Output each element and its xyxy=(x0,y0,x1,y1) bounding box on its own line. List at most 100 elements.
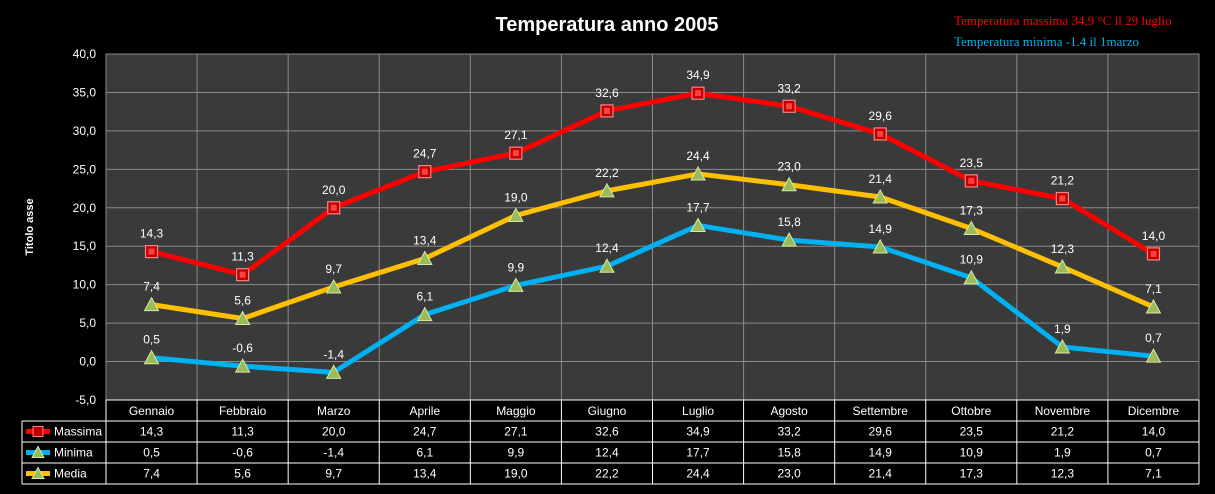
data-point-marker-highlight xyxy=(239,271,246,278)
data-point-marker xyxy=(143,349,160,365)
legend-marker-media xyxy=(31,466,45,479)
data-point-marker xyxy=(325,278,342,294)
data-label: 27,1 xyxy=(504,128,528,142)
table-cell: 0,7 xyxy=(1145,446,1162,460)
y-axis-title: Titolo asse xyxy=(24,198,36,255)
data-point-marker xyxy=(781,232,797,247)
data-label: 9,7 xyxy=(325,262,342,276)
data-point-marker xyxy=(1054,338,1071,354)
series-name-massima: Massima xyxy=(54,425,102,439)
data-label: 21,4 xyxy=(869,172,893,186)
data-point-marker xyxy=(599,182,615,198)
data-point-marker-highlight xyxy=(421,168,428,175)
data-point-marker xyxy=(781,176,797,192)
data-label: 14,0 xyxy=(1142,229,1166,243)
table-cell: 14,9 xyxy=(869,446,893,460)
data-label: 17,3 xyxy=(960,204,984,218)
data-point-marker-highlight xyxy=(877,130,884,137)
data-label: 14,9 xyxy=(869,222,893,236)
x-category-label: Marzo xyxy=(317,404,351,418)
table-cell: 9,7 xyxy=(325,467,342,481)
data-point-marker xyxy=(690,217,706,232)
data-label: 11,3 xyxy=(231,250,254,264)
data-label: 23,5 xyxy=(960,156,984,170)
x-category-label: Novembre xyxy=(1035,404,1091,418)
data-label: 22,2 xyxy=(595,166,619,180)
y-tick-label: 20,0 xyxy=(73,201,97,215)
table-cell: 24,7 xyxy=(413,425,437,439)
series-minima: 0,5 -0,6 -1,4 6,1 9,9 12,4 17,7 15,8 14,9 10,9 1,9… xyxy=(143,200,1162,379)
x-category-label: Luglio xyxy=(682,404,714,418)
table-cell: 33,2 xyxy=(777,425,801,439)
table-cell: 11,3 xyxy=(231,425,254,439)
table-cell: 9,9 xyxy=(508,446,525,460)
data-point-marker xyxy=(963,269,980,285)
table-cell: 20,0 xyxy=(322,425,346,439)
table-cell: 14,0 xyxy=(1142,425,1166,439)
data-label: 20,0 xyxy=(322,183,346,197)
table-cell: 23,5 xyxy=(960,425,984,439)
data-label: 6,1 xyxy=(416,290,433,304)
series-line-massima xyxy=(149,90,1156,278)
x-category-label: Febbraio xyxy=(219,404,267,418)
table-cell: -1,4 xyxy=(323,446,344,460)
table-cell: 12,3 xyxy=(1051,467,1075,481)
data-label: -0,6 xyxy=(232,341,253,355)
data-table: Gennaio Febbraio Marzo Aprile Maggio Giugno Lu… xyxy=(21,399,1200,485)
data-point-marker xyxy=(1145,298,1162,314)
x-category-label: Maggio xyxy=(496,404,536,418)
data-label: 23,0 xyxy=(777,160,801,174)
data-label: 21,2 xyxy=(1051,174,1075,188)
y-tick-label: 25,0 xyxy=(73,162,97,176)
data-label: -1,4 xyxy=(323,347,344,361)
table-cell: 7,1 xyxy=(1145,467,1162,481)
data-label: 24,7 xyxy=(413,147,437,161)
table-cell: 23,0 xyxy=(777,467,801,481)
y-tick-label: -5,0 xyxy=(75,393,96,407)
annotation-min-temperature: Temperatura minima -1.4 il 1marzo xyxy=(954,34,1139,49)
table-cell: 10,9 xyxy=(960,446,984,460)
table-cell: 19,0 xyxy=(504,467,528,481)
data-label: 5,6 xyxy=(234,293,251,307)
legend-marker-minima xyxy=(31,445,45,458)
table-cell: 32,6 xyxy=(595,425,619,439)
series-line-minima xyxy=(149,222,1156,375)
y-tick-label: 0,0 xyxy=(79,355,96,369)
x-category-label: Giugno xyxy=(588,404,627,418)
table-cell: 14,3 xyxy=(140,425,164,439)
data-point-marker-highlight xyxy=(786,103,793,110)
table-cell: 15,8 xyxy=(777,446,801,460)
data-point-marker xyxy=(325,364,342,379)
data-label: 9,9 xyxy=(508,260,525,274)
y-tick-label: 40,0 xyxy=(73,47,97,61)
table-cell: 21,4 xyxy=(869,467,893,481)
series-line-media xyxy=(149,171,1156,321)
data-point-marker-highlight xyxy=(968,177,975,184)
annotation-max-temperature: Temperatura massima 34,9 °C il 29 luglio xyxy=(954,13,1172,28)
data-label: 13,4 xyxy=(413,234,437,248)
data-point-marker xyxy=(690,165,706,181)
table-cell: 0,5 xyxy=(143,446,160,460)
table-cell: 24,4 xyxy=(686,467,710,481)
table-cell: 29,6 xyxy=(869,425,893,439)
legend-marker-massima xyxy=(32,426,44,437)
data-label: 0,7 xyxy=(1145,331,1162,345)
table-cell: 27,1 xyxy=(504,425,528,439)
data-point-marker xyxy=(508,207,524,222)
table-cell: -0,6 xyxy=(232,446,253,460)
data-point-marker xyxy=(234,358,251,373)
x-category-label: Agosto xyxy=(770,404,808,418)
data-point-marker-highlight xyxy=(148,248,155,255)
data-point-marker-highlight xyxy=(1150,250,1157,257)
data-label: 0,5 xyxy=(143,333,160,347)
x-category-label: Dicembre xyxy=(1128,404,1180,418)
data-point-marker-highlight xyxy=(1059,195,1066,202)
data-point-marker xyxy=(1054,258,1071,274)
table-row-media: Media 7,4 5,6 9,7 13,4 19,0 22,2 24,4 23,0 21,4 17… xyxy=(26,466,1162,481)
data-label: 17,7 xyxy=(686,200,710,214)
data-label: 34,9 xyxy=(686,68,710,82)
data-label: 12,4 xyxy=(595,241,619,255)
table-row-massima: Massima 14,3 11,3 20,0 24,7 27,1 32,6 34,9 33,2 2… xyxy=(26,425,1165,439)
